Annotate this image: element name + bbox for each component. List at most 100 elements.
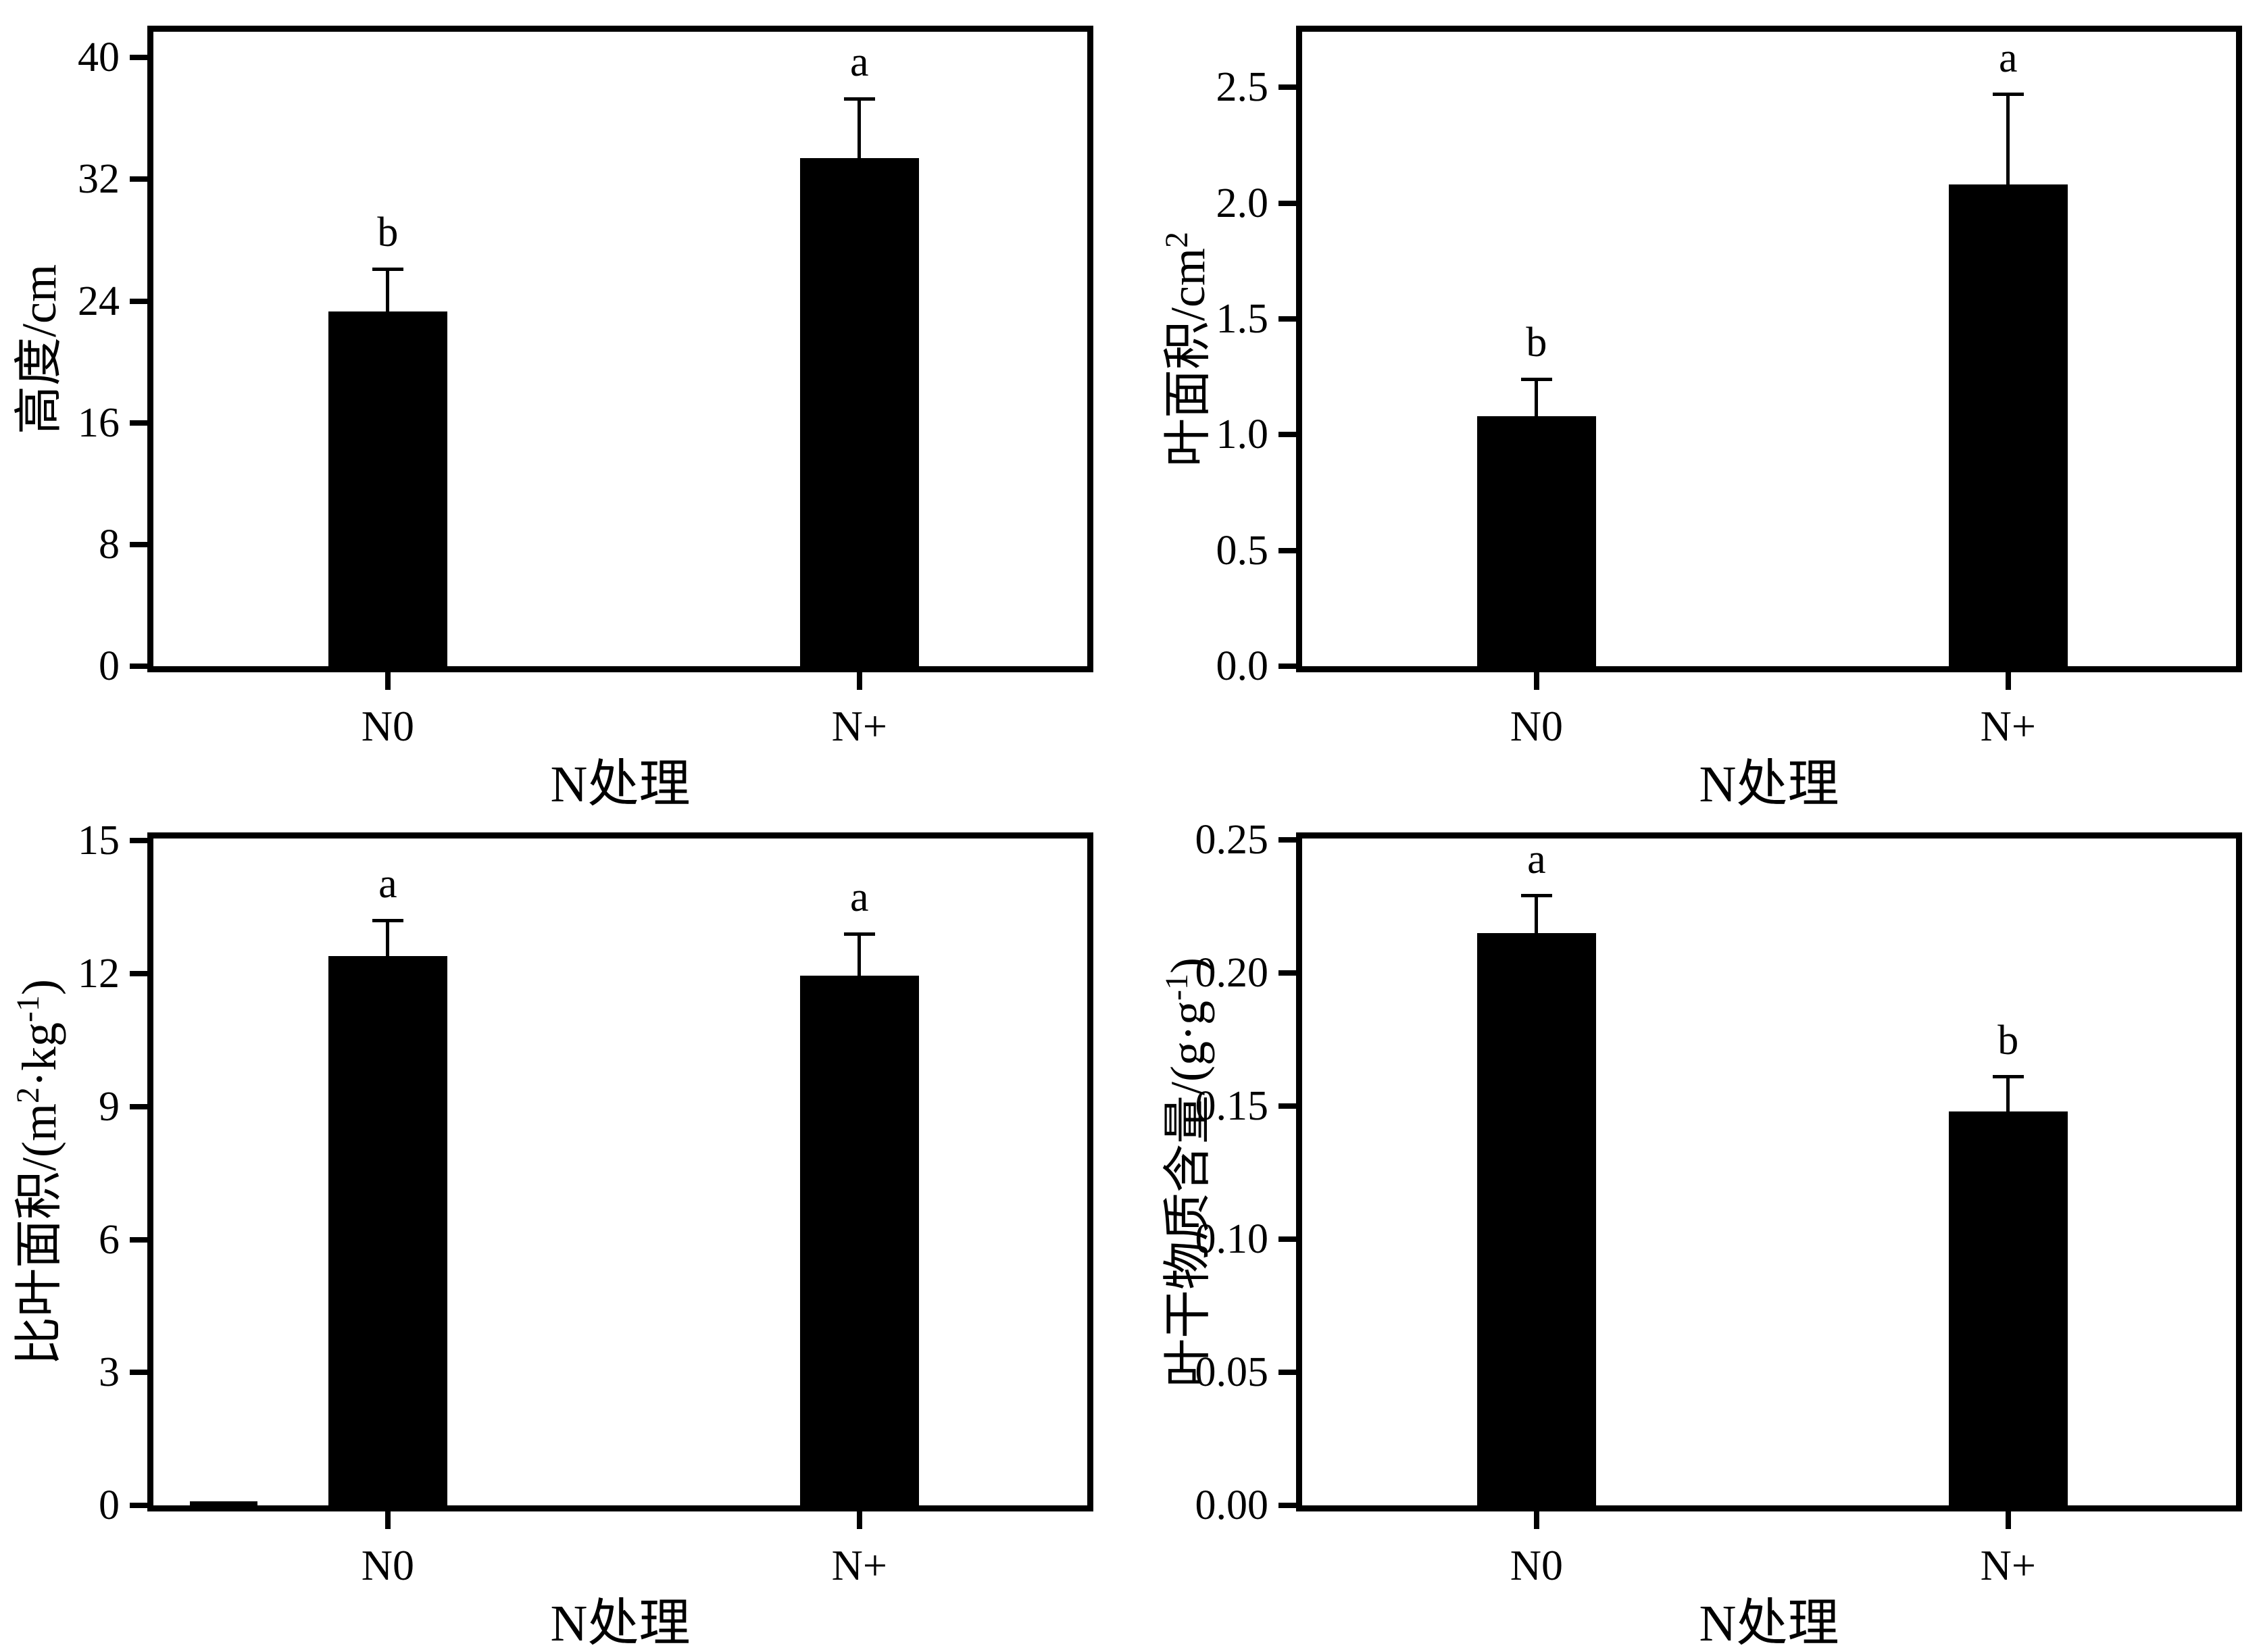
bar-chart-panel-top-right: 叶面积/cm2 0.0 0.5 1.0 1.5 2.0 2.5 b N0 a N+ N处理: [1130, 0, 2261, 814]
error-bar-cap: [1520, 894, 1552, 898]
bar-N0: [1476, 416, 1596, 666]
y-tick-label: 40: [78, 34, 120, 81]
error-bar-stem: [2006, 1076, 2010, 1111]
plot-area: 0 8 16 24 32 40 b N0 a N+: [78, 26, 1093, 748]
error-bar-cap: [1992, 1075, 2024, 1079]
y-tick-label: 24: [78, 278, 120, 324]
y-axis-title-segment: 2: [1159, 231, 1195, 248]
y-tick-mark: [1278, 970, 1296, 976]
error-bar-cap: [843, 97, 875, 101]
error-bar-cap: [1992, 93, 2024, 96]
significance-letter: b: [1526, 320, 1547, 366]
y-axis-title: 比叶面积/(m2·kg-1): [10, 979, 66, 1366]
significance-letter: a: [378, 861, 397, 907]
error-bar-cap: [372, 267, 403, 271]
y-tick-label: 0: [99, 1482, 120, 1528]
y-axis-title-segment: ·kg: [12, 1022, 66, 1087]
y-tick-mark: [130, 176, 147, 182]
y-tick-mark: [1278, 837, 1296, 843]
y-tick-mark: [130, 1503, 147, 1508]
x-tick-mark: [2005, 672, 2011, 690]
significance-letter: a: [1527, 836, 1546, 882]
y-tick-label: 0.20: [1195, 950, 1269, 996]
y-tick-label: 3: [99, 1349, 120, 1396]
x-tick-label: N+: [831, 1541, 887, 1589]
y-tick-label: 1.5: [1216, 295, 1269, 342]
error-bar-stem: [386, 920, 390, 956]
y-tick-mark: [1278, 316, 1296, 322]
y-tick-mark: [1278, 1103, 1296, 1109]
bar-chart-panel-bottom-left: 比叶面积/(m2·kg-1) 0 3 6 9 12 15 a N0 a N+ N处理: [0, 814, 1130, 1649]
plot-area: 0.00 0.05 0.10 0.15 0.20 0.25 a N0 b N+: [1195, 819, 2242, 1587]
y-tick-mark: [130, 1370, 147, 1376]
x-tick-label: N0: [1510, 702, 1563, 750]
x-tick-mark: [856, 672, 862, 690]
y-axis-title-segment: -1: [10, 995, 46, 1022]
x-tick-label: N+: [1980, 1541, 2036, 1589]
y-tick-label: 0.00: [1195, 1482, 1269, 1528]
error-bar-stem: [1535, 379, 1539, 416]
y-tick-mark: [130, 55, 147, 61]
y-tick-label: 0.0: [1216, 643, 1269, 689]
x-axis-title: N处理: [550, 1595, 691, 1652]
y-tick-mark: [1278, 664, 1296, 669]
x-tick-label: N0: [361, 1541, 414, 1589]
y-tick-mark: [1278, 1370, 1296, 1375]
x-tick-label: N0: [361, 702, 414, 750]
y-tick-mark: [130, 971, 147, 976]
y-tick-mark: [130, 1103, 147, 1109]
bar-N+: [799, 976, 919, 1505]
y-tick-mark: [1278, 84, 1296, 91]
x-tick-mark: [856, 1511, 862, 1529]
significance-letter: a: [850, 874, 869, 920]
error-bar-cap: [843, 932, 875, 936]
x-tick-mark: [1533, 1511, 1539, 1529]
error-bar-stem: [386, 269, 390, 312]
error-bar-stem: [1535, 895, 1539, 933]
plot-area: 0.0 0.5 1.0 1.5 2.0 2.5 b N0 a N+: [1216, 26, 2242, 748]
y-tick-label: 0.25: [1195, 817, 1269, 863]
x-tick-mark: [2005, 1511, 2011, 1529]
bar-N+: [1948, 184, 2068, 666]
y-tick-label: 12: [78, 951, 120, 997]
bar-chart-panel-top-left: 高度/cm 0 8 16 24 32 40 b N0 a N+ N处理: [0, 0, 1130, 814]
y-tick-label: 0.5: [1216, 527, 1269, 574]
bar-N+: [1948, 1111, 2068, 1505]
x-axis-title: N处理: [1699, 1595, 1839, 1652]
significance-letter: a: [850, 39, 869, 86]
error-bar-cap: [372, 918, 403, 922]
bar-N0: [328, 955, 447, 1505]
y-tick-label: 0.10: [1195, 1216, 1269, 1262]
y-tick-label: 0.05: [1195, 1349, 1269, 1395]
stray-bar: [189, 1501, 257, 1505]
y-tick-label: 2.5: [1216, 64, 1269, 111]
y-tick-mark: [1278, 432, 1296, 438]
error-bar-stem: [858, 99, 862, 158]
y-tick-label: 15: [78, 818, 120, 864]
x-tick-mark: [384, 672, 391, 690]
y-tick-label: 9: [99, 1083, 120, 1130]
x-tick-label: N+: [1980, 702, 2036, 750]
error-bar-cap: [1520, 377, 1552, 381]
significance-letter: b: [1997, 1017, 2019, 1063]
y-tick-mark: [130, 1236, 147, 1243]
y-tick-mark: [1278, 1236, 1296, 1242]
y-tick-label: 1.0: [1216, 411, 1269, 458]
y-tick-label: 2.0: [1216, 180, 1269, 226]
error-bar-stem: [858, 934, 862, 976]
y-tick-mark: [1278, 547, 1296, 553]
y-tick-mark: [130, 420, 147, 426]
significance-letter: b: [377, 209, 399, 256]
plot-area: 0 3 6 9 12 15 a N0 a N+: [78, 820, 1093, 1587]
y-tick-mark: [130, 298, 147, 304]
y-tick-label: 0: [99, 643, 120, 689]
y-tick-mark: [130, 664, 147, 669]
x-tick-mark: [1533, 672, 1539, 690]
y-tick-label: 32: [78, 156, 120, 203]
y-tick-mark: [130, 541, 147, 547]
y-axis-title: 叶干物质含量/(g·g-1): [1159, 957, 1215, 1387]
y-tick-mark: [1278, 1503, 1296, 1508]
y-tick-label: 0.15: [1195, 1083, 1269, 1129]
y-tick-label: 8: [99, 521, 120, 568]
